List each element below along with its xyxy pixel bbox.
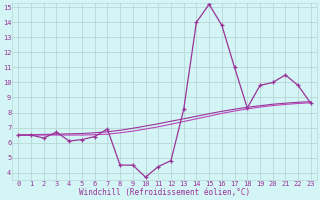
- X-axis label: Windchill (Refroidissement éolien,°C): Windchill (Refroidissement éolien,°C): [79, 188, 250, 197]
